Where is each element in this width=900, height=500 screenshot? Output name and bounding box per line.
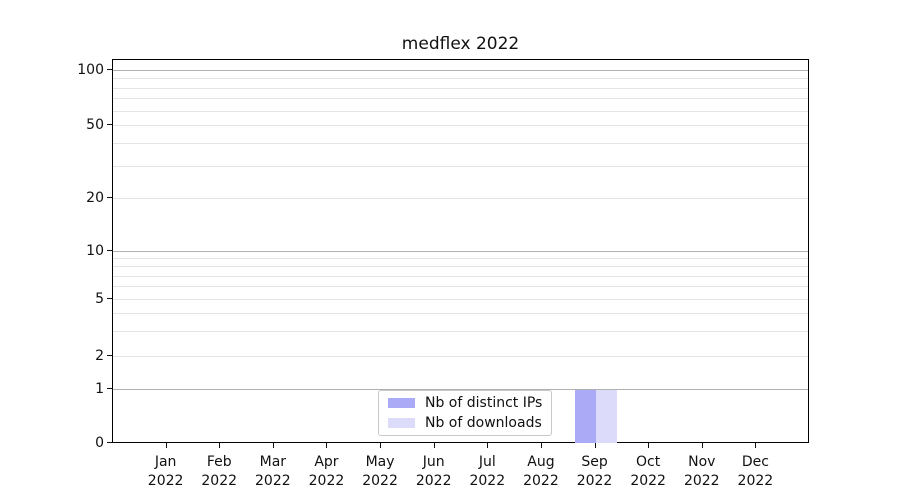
xtick-year: 2022 bbox=[201, 473, 238, 489]
plot-area: Nb of distinct IPs Nb of downloads bbox=[112, 59, 809, 443]
gridline-y-5 bbox=[113, 299, 808, 300]
ytick-label-10: 10 bbox=[86, 243, 104, 259]
xtick-mark-jun bbox=[433, 443, 435, 448]
xtick-month: Dec bbox=[741, 454, 769, 470]
ytick-label-0: 0 bbox=[95, 435, 104, 451]
xtick-mark-aug bbox=[540, 443, 542, 448]
xtick-mark-nov bbox=[701, 443, 703, 448]
gridline-y-20 bbox=[113, 198, 808, 199]
xtick-year: 2022 bbox=[308, 473, 345, 489]
legend-label-downloads: Nb of downloads bbox=[425, 415, 542, 431]
xtick-year: 2022 bbox=[147, 473, 184, 489]
xtick-mark-feb bbox=[219, 443, 221, 448]
xtick-month: Jan bbox=[154, 454, 177, 470]
ytick-label-100: 100 bbox=[77, 61, 104, 78]
gridline-y-7 bbox=[113, 275, 808, 277]
ytick-label-2: 2 bbox=[95, 347, 104, 364]
ytick-mark-5 bbox=[107, 298, 112, 299]
xtick-year: 2022 bbox=[523, 473, 559, 489]
gridline-y-3 bbox=[113, 330, 808, 332]
bar-sep-series-0 bbox=[574, 390, 596, 443]
xtick-month: May bbox=[365, 454, 395, 470]
ytick-mark-0 bbox=[107, 442, 112, 443]
gridline-y-2 bbox=[113, 355, 808, 357]
xtick-month: Jun bbox=[422, 454, 445, 470]
xtick-label-jul: Jul 2022 bbox=[455, 453, 519, 491]
legend-row-downloads: Nb of downloads bbox=[388, 414, 542, 432]
ytick-label-5: 5 bbox=[95, 291, 104, 307]
xtick-label-jan: Jan 2022 bbox=[134, 453, 198, 491]
ytick-mark-100 bbox=[107, 68, 112, 70]
gridline-y-80 bbox=[113, 87, 808, 89]
xtick-year: 2022 bbox=[255, 473, 291, 489]
ytick-label-20: 20 bbox=[86, 190, 104, 206]
gridline-y-70 bbox=[113, 98, 808, 100]
xtick-month: Aug bbox=[527, 454, 555, 470]
xtick-label-nov: Nov 2022 bbox=[670, 453, 734, 491]
xtick-month: Feb bbox=[206, 454, 232, 470]
gridline-y-8 bbox=[113, 266, 808, 268]
xtick-mark-may bbox=[380, 443, 382, 448]
xtick-label-sep: Sep 2022 bbox=[563, 453, 627, 491]
xtick-label-dec: Dec 2022 bbox=[723, 453, 787, 491]
gridline-y-40 bbox=[113, 142, 808, 144]
gridline-y-50 bbox=[113, 125, 808, 126]
xtick-mark-dec bbox=[755, 443, 757, 448]
xtick-month: Jul bbox=[478, 454, 496, 470]
gridline-y-9 bbox=[113, 258, 808, 260]
xtick-year: 2022 bbox=[362, 473, 398, 489]
legend-row-distinct-ips: Nb of distinct IPs bbox=[388, 394, 542, 412]
xtick-year: 2022 bbox=[469, 473, 506, 489]
legend: Nb of distinct IPs Nb of downloads bbox=[378, 390, 553, 436]
xtick-month: Apr bbox=[314, 454, 339, 470]
gridline-y-90 bbox=[113, 78, 808, 80]
xtick-month: Oct bbox=[636, 454, 661, 470]
xtick-label-oct: Oct 2022 bbox=[616, 453, 680, 491]
legend-swatch-distinct-ips bbox=[388, 398, 415, 408]
xtick-month: Mar bbox=[259, 454, 287, 470]
xtick-label-mar: Mar 2022 bbox=[241, 453, 305, 491]
gridline-y-4 bbox=[113, 312, 808, 314]
xtick-mark-oct bbox=[648, 443, 650, 448]
bar-sep-series-1 bbox=[595, 390, 617, 443]
xtick-year: 2022 bbox=[683, 473, 720, 489]
xtick-year: 2022 bbox=[576, 473, 613, 489]
chart-title: medflex 2022 bbox=[401, 34, 520, 54]
gridline-y-10 bbox=[113, 251, 808, 252]
xtick-mark-jan bbox=[165, 443, 167, 448]
xtick-label-aug: Aug 2022 bbox=[509, 453, 573, 491]
xtick-year: 2022 bbox=[630, 473, 666, 489]
ytick-label-1: 1 bbox=[95, 381, 104, 397]
xtick-mark-jul bbox=[487, 443, 489, 448]
ytick-mark-50 bbox=[107, 124, 112, 125]
gridline-y-100 bbox=[113, 69, 808, 71]
gridline-y-6 bbox=[113, 286, 808, 288]
xtick-year: 2022 bbox=[737, 473, 774, 489]
xtick-month: Nov bbox=[688, 454, 716, 470]
ytick-mark-10 bbox=[107, 250, 112, 251]
gridline-y-1 bbox=[113, 389, 808, 390]
xtick-label-apr: Apr 2022 bbox=[294, 453, 358, 491]
xtick-mark-sep bbox=[594, 443, 596, 448]
xtick-label-jun: Jun 2022 bbox=[402, 453, 466, 491]
xtick-year: 2022 bbox=[415, 473, 452, 489]
xtick-label-feb: Feb 2022 bbox=[187, 453, 251, 491]
xtick-mark-apr bbox=[326, 443, 328, 448]
gridline-y-60 bbox=[113, 110, 808, 112]
ytick-mark-1 bbox=[107, 388, 112, 389]
legend-swatch-downloads bbox=[388, 418, 415, 428]
legend-label-distinct-ips: Nb of distinct IPs bbox=[425, 395, 543, 411]
xtick-mark-mar bbox=[272, 443, 274, 448]
xtick-label-may: May 2022 bbox=[348, 453, 412, 491]
ytick-label-50: 50 bbox=[86, 117, 104, 133]
ytick-mark-2 bbox=[107, 354, 112, 356]
ytick-mark-20 bbox=[107, 197, 112, 198]
gridline-y-30 bbox=[113, 165, 808, 167]
xtick-month: Sep bbox=[581, 454, 608, 470]
